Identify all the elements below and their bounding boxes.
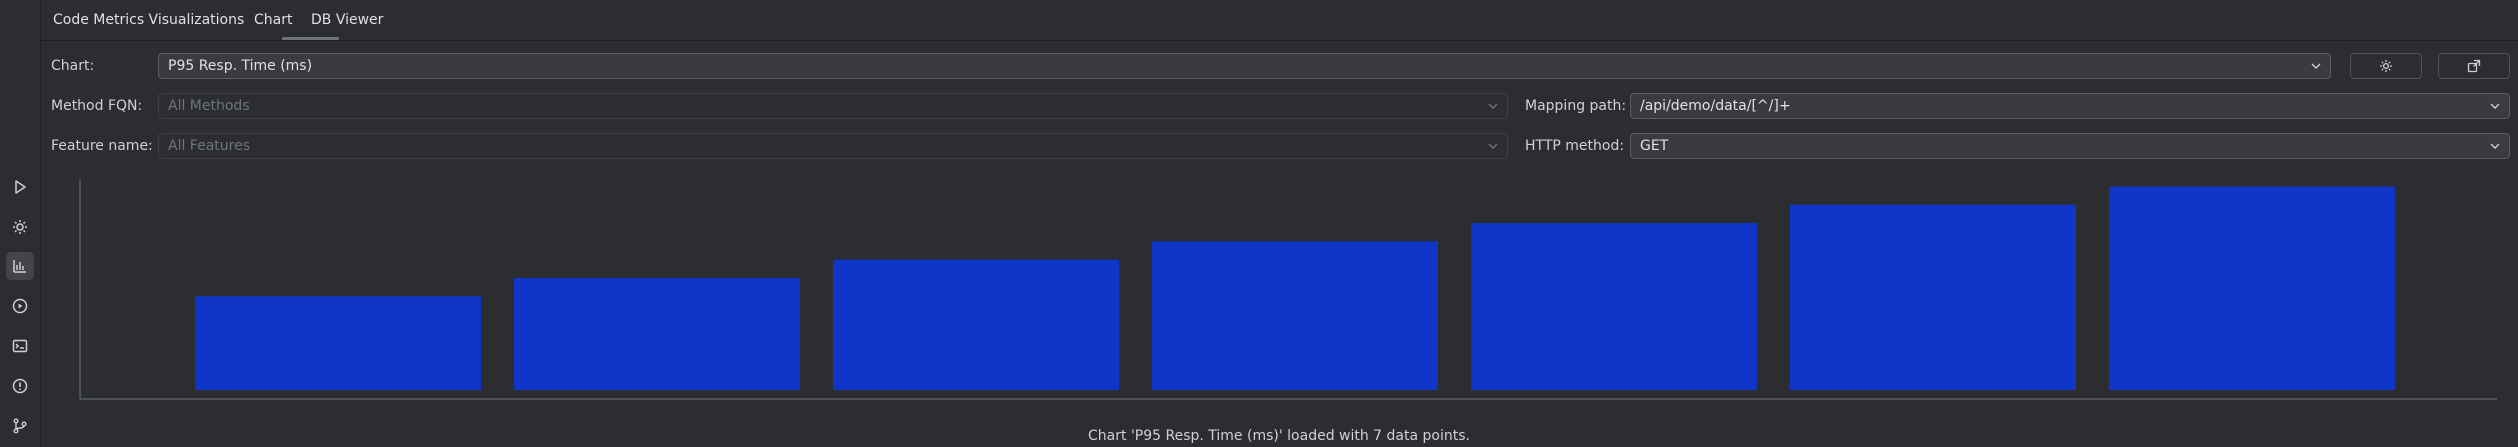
chevron-down-icon bbox=[1488, 143, 1498, 149]
chart-label: Chart: bbox=[51, 58, 95, 74]
method-fqn-placeholder: All Methods bbox=[168, 98, 250, 114]
bar bbox=[195, 296, 481, 390]
chevron-down-icon bbox=[2490, 143, 2500, 149]
feature-name-label: Feature name: bbox=[51, 138, 153, 154]
open-external-button[interactable] bbox=[2438, 53, 2510, 79]
mapping-path-label: Mapping path: bbox=[1525, 98, 1627, 114]
app-title: Code Metrics Visualizations bbox=[53, 12, 245, 28]
status-message: Chart 'P95 Resp. Time (ms)' loaded with … bbox=[1088, 428, 1470, 444]
git-icon[interactable] bbox=[6, 412, 34, 440]
method-fqn-label: Method FQN: bbox=[51, 98, 143, 114]
feature-name-placeholder: All Features bbox=[168, 138, 251, 154]
bar bbox=[833, 259, 1119, 390]
http-method-label: HTTP method: bbox=[1525, 138, 1625, 154]
chart-settings-button[interactable] bbox=[2350, 53, 2422, 79]
http-method-value: GET bbox=[1640, 138, 1669, 154]
header-bar: Code Metrics Visualizations Chart DB Vie… bbox=[40, 0, 2518, 41]
x-tick-label: 2025-05-17 bbox=[1895, 406, 1972, 408]
x-tick-label: 2025-05-12 bbox=[300, 406, 377, 408]
x-tick-label: 2025-05-14 bbox=[938, 406, 1015, 408]
tab-chart[interactable]: Chart bbox=[254, 12, 293, 28]
bar bbox=[1152, 241, 1438, 390]
x-tick-label: 2025-05-16 bbox=[1576, 406, 1653, 408]
x-tick-label: 2025-05-15 bbox=[1257, 406, 1334, 408]
bar bbox=[1471, 223, 1757, 390]
tab-db-viewer[interactable]: DB Viewer bbox=[311, 12, 384, 28]
terminal-icon[interactable] bbox=[6, 332, 34, 360]
x-tick-label: 2025-05-18 bbox=[2214, 406, 2291, 408]
bar bbox=[514, 277, 800, 390]
mapping-path-select[interactable]: /api/demo/data/[^/]+ bbox=[1630, 93, 2510, 119]
chevron-down-icon bbox=[1488, 103, 1498, 109]
chart-icon[interactable] bbox=[6, 252, 34, 280]
active-tab-indicator bbox=[282, 37, 339, 40]
chart-panel: 0501001502002502025-05-122025-05-132025-… bbox=[77, 176, 2497, 408]
chevron-down-icon bbox=[2490, 103, 2500, 109]
open-external-icon bbox=[2467, 59, 2481, 73]
chart-select[interactable]: P95 Resp. Time (ms) bbox=[158, 53, 2331, 79]
bar-chart: 0501001502002502025-05-122025-05-132025-… bbox=[79, 179, 2497, 408]
run-icon[interactable] bbox=[6, 173, 34, 201]
gear-icon bbox=[2380, 60, 2392, 72]
bar bbox=[2109, 186, 2395, 390]
mapping-path-value: /api/demo/data/[^/]+ bbox=[1640, 98, 1791, 114]
bar bbox=[1790, 204, 2076, 390]
http-method-select[interactable]: GET bbox=[1630, 133, 2510, 159]
feature-name-select[interactable]: All Features bbox=[158, 133, 1508, 159]
method-fqn-select[interactable]: All Methods bbox=[158, 93, 1508, 119]
chevron-down-icon bbox=[2311, 63, 2321, 69]
settings-gear-icon[interactable] bbox=[6, 213, 34, 241]
chart-select-value: P95 Resp. Time (ms) bbox=[168, 58, 313, 74]
problems-icon[interactable] bbox=[6, 372, 34, 400]
play-circle-icon[interactable] bbox=[6, 292, 34, 320]
tool-window-strip bbox=[0, 0, 41, 447]
x-tick-label: 2025-05-13 bbox=[619, 406, 696, 408]
